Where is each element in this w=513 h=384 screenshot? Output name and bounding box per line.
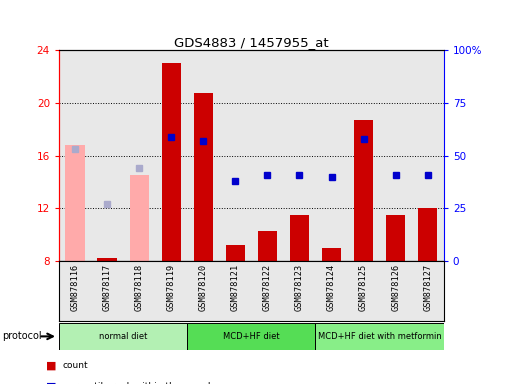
Bar (187, 261, 220, 321)
Bar (258, 231, 277, 261)
Text: normal diet: normal diet (99, 332, 147, 341)
Text: MCD+HF diet: MCD+HF diet (223, 332, 280, 341)
Bar (59, 261, 91, 321)
Text: ■: ■ (46, 361, 56, 371)
Text: GSM878121: GSM878121 (231, 263, 240, 311)
Bar (380, 261, 411, 321)
FancyBboxPatch shape (59, 323, 187, 350)
Bar (386, 215, 405, 261)
Bar (380, 50, 411, 261)
FancyBboxPatch shape (187, 323, 315, 350)
Bar (283, 50, 315, 261)
Title: GDS4883 / 1457955_at: GDS4883 / 1457955_at (174, 36, 329, 49)
Text: count: count (63, 361, 88, 370)
Bar (411, 261, 444, 321)
Bar (418, 209, 437, 261)
Bar (348, 50, 380, 261)
Bar (194, 93, 213, 261)
Bar (129, 175, 149, 261)
Text: ■: ■ (46, 382, 56, 384)
Bar (354, 120, 373, 261)
Bar (251, 261, 283, 321)
Bar (66, 145, 85, 261)
Bar (220, 50, 251, 261)
Bar (123, 261, 155, 321)
Text: GSM878126: GSM878126 (391, 263, 400, 311)
Text: percentile rank within the sample: percentile rank within the sample (63, 382, 215, 384)
Text: GSM878116: GSM878116 (70, 263, 80, 311)
Bar (315, 50, 348, 261)
Bar (155, 261, 187, 321)
Bar (187, 50, 220, 261)
Bar (123, 50, 155, 261)
Text: MCD+HF diet with metformin: MCD+HF diet with metformin (318, 332, 442, 341)
Bar (283, 261, 315, 321)
Bar (59, 50, 91, 261)
Text: GSM878125: GSM878125 (359, 263, 368, 311)
Text: GSM878123: GSM878123 (295, 263, 304, 311)
Bar (322, 248, 341, 261)
FancyBboxPatch shape (315, 323, 444, 350)
Bar (91, 50, 123, 261)
Bar (315, 261, 348, 321)
Bar (411, 50, 444, 261)
Bar (290, 215, 309, 261)
Bar (97, 258, 117, 261)
Bar (155, 50, 187, 261)
Bar (91, 261, 123, 321)
Text: protocol: protocol (3, 331, 42, 341)
Bar (348, 261, 380, 321)
Bar (162, 63, 181, 261)
Text: GSM878118: GSM878118 (134, 263, 144, 311)
Bar (251, 50, 283, 261)
Text: GSM878120: GSM878120 (199, 263, 208, 311)
Text: GSM878127: GSM878127 (423, 263, 432, 311)
Text: GSM878117: GSM878117 (103, 263, 112, 311)
Text: GSM878124: GSM878124 (327, 263, 336, 311)
Text: GSM878119: GSM878119 (167, 263, 176, 311)
Bar (226, 245, 245, 261)
Bar (220, 261, 251, 321)
Text: GSM878122: GSM878122 (263, 263, 272, 311)
